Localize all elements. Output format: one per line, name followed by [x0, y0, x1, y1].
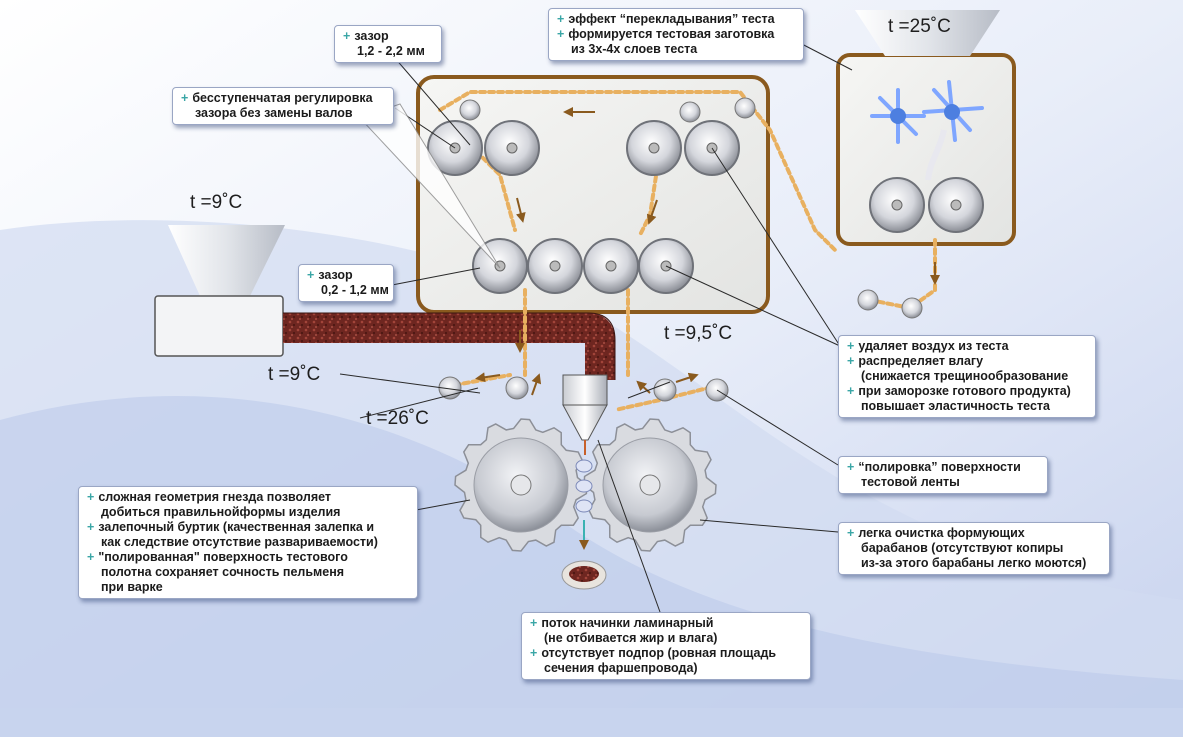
- filling-pipe: [283, 313, 615, 380]
- callout-gap-bottom: + зазор 0,2 - 1,2 мм: [298, 264, 394, 302]
- mixing-unit-frame: [836, 53, 1016, 246]
- flow-arrows: [475, 107, 940, 396]
- leader-lines: [339, 41, 853, 613]
- filling-pump: [154, 295, 284, 357]
- filling-nozzle: [562, 374, 608, 455]
- temp-nozzle: t =9,5˚С: [664, 323, 733, 344]
- forming-drum-right: [583, 418, 717, 552]
- left-hopper: [168, 225, 285, 296]
- callout-layering-effect: + эффект “перекладывания” теста + формируе…: [548, 8, 804, 61]
- temp-pipe: t =9˚С: [268, 364, 321, 385]
- idler-rollers: [438, 97, 923, 402]
- forming-drums: [454, 418, 717, 552]
- dough-sheet-between-drums: [575, 459, 593, 513]
- temp-rollers: t =26˚С: [366, 408, 429, 429]
- dumpling-icon: [561, 560, 607, 590]
- callout-drum-cleaning: + легка очистка формующих барабанов (отсу…: [838, 522, 1110, 575]
- forming-drum-left: [454, 418, 588, 552]
- callout-stepless-adjustment: + бесступенчатая регулировка зазора без з…: [172, 87, 394, 125]
- callout-laminar-flow: + поток начинки ламинарный (не отбивается…: [521, 612, 811, 680]
- bottom-band: [0, 708, 1183, 737]
- callout-air-removal: + удаляет воздух из теста + распределяет в…: [838, 335, 1096, 418]
- temp-right-hopper: t =25˚С: [888, 16, 951, 37]
- callout-nest-geometry: + сложная геометрия гнезда позволяет доби…: [78, 486, 418, 599]
- callout-gap-top: + зазор 1,2 - 2,2 мм: [334, 25, 442, 63]
- callout-surface-polish: + “полировка” поверхности тестовой ленты: [838, 456, 1048, 494]
- right-hopper: [855, 10, 1000, 56]
- temp-left-hopper: t =9˚С: [190, 192, 243, 213]
